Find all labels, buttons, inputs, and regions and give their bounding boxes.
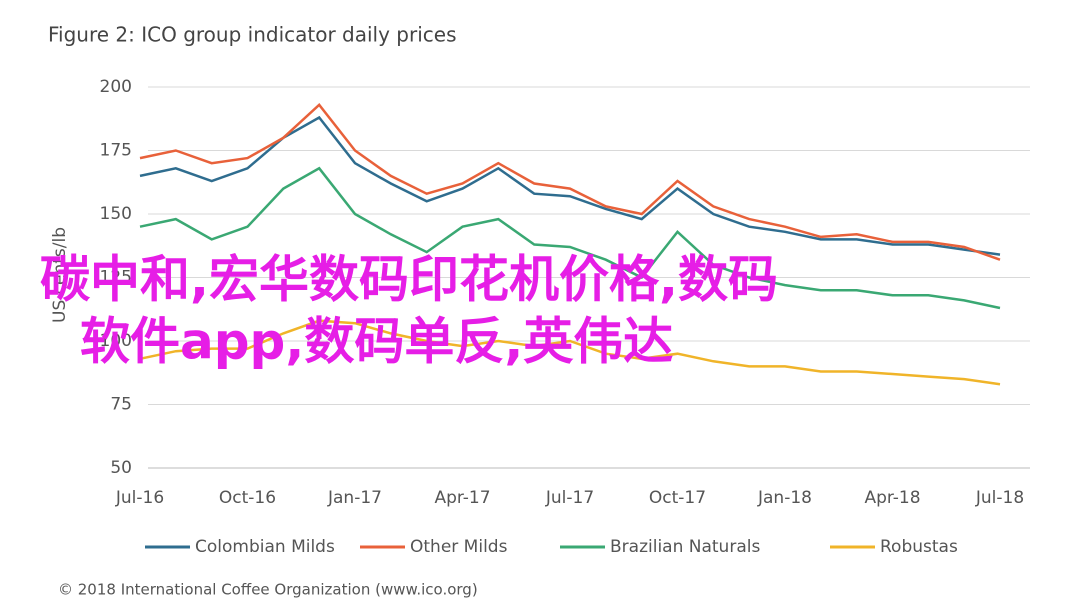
x-tick-label: Jul-17 — [545, 488, 594, 508]
y-tick-label: 75 — [110, 395, 132, 415]
legend-label: Other Milds — [410, 537, 508, 557]
x-tick-label: Oct-17 — [649, 488, 706, 508]
x-tick-label: Oct-16 — [219, 488, 276, 508]
y-tick-label: 50 — [110, 458, 132, 478]
y-axis-label: US cents/lb — [50, 227, 70, 323]
y-tick-label: 200 — [100, 77, 132, 97]
x-tick-label: Apr-17 — [434, 488, 490, 508]
line — [139, 166, 1001, 310]
y-tick-label: 175 — [100, 141, 132, 161]
overlay-text: 软件app,数码单反,英伟达 — [80, 313, 673, 371]
overlay-text: 碳中和,宏华数码印花机价格,数码 — [40, 251, 778, 309]
legend-label: Brazilian Naturals — [610, 537, 760, 557]
y-tick-label: 125 — [100, 268, 132, 288]
x-tick-label: Jul-18 — [975, 488, 1024, 508]
line — [139, 115, 1001, 256]
line — [139, 102, 1001, 261]
y-tick-label: 100 — [100, 331, 132, 351]
x-tick-label: Jan-17 — [327, 488, 382, 508]
y-tick-label: 150 — [100, 204, 132, 224]
legend-label: Colombian Milds — [195, 537, 335, 557]
x-tick-label: Jan-18 — [757, 488, 812, 508]
line — [139, 319, 1001, 386]
x-tick-label: Apr-18 — [864, 488, 920, 508]
x-tick-label: Jul-16 — [115, 488, 164, 508]
legend-label: Robustas — [880, 537, 958, 557]
chart-title: Figure 2: ICO group indicator daily pric… — [48, 23, 457, 47]
footer: © 2018 International Coffee Organization… — [58, 581, 478, 599]
